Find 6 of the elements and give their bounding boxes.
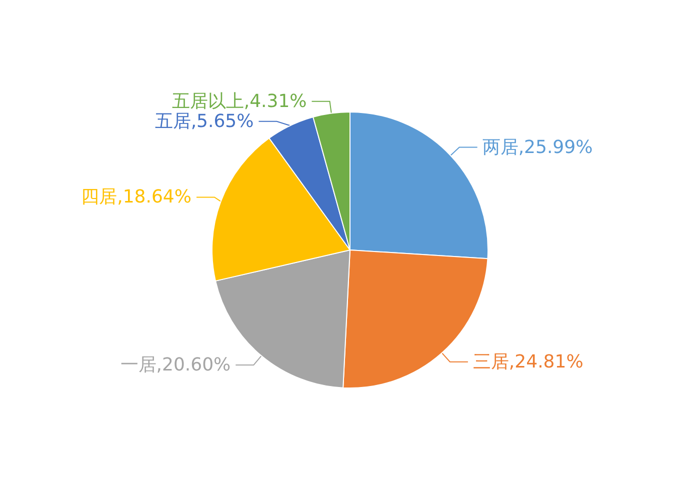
slice-label: 五居以上,4.31% <box>172 90 307 112</box>
slice-label: 三居,24.81% <box>472 351 584 372</box>
slice-label: 五居,5.65% <box>154 110 254 132</box>
slice-label: 两居,25.99% <box>482 136 593 158</box>
slice-label: 一居,20.60% <box>120 354 231 376</box>
slice-label: 四居,18.64% <box>81 186 192 208</box>
